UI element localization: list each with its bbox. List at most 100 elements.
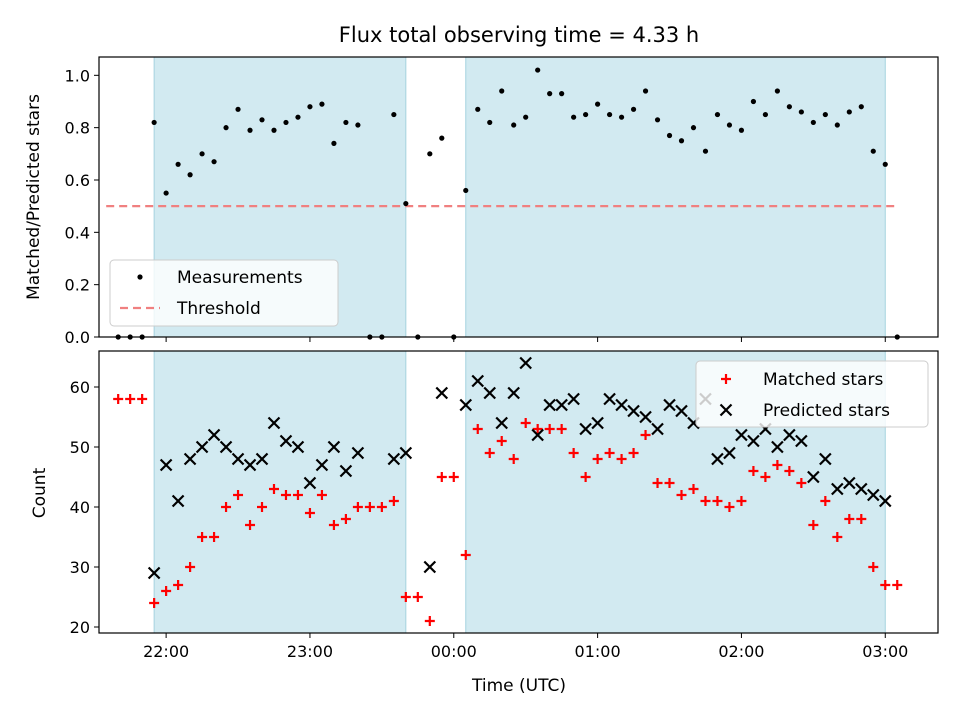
measurement-point	[487, 119, 493, 126]
measurement-point	[343, 119, 349, 126]
matched-stars-point	[856, 514, 867, 524]
predicted-stars-point	[459, 398, 473, 412]
predicted-stars-point	[855, 482, 868, 496]
measurement-point	[858, 104, 864, 110]
matched-stars-point	[736, 496, 747, 506]
measurement-point	[175, 161, 181, 167]
measurement-point	[678, 138, 685, 144]
y-tick-label: 0.6	[65, 171, 90, 190]
matched-stars-point	[628, 448, 639, 458]
predicted-stars-point	[471, 374, 485, 388]
matched-stars-point	[328, 520, 339, 530]
matched-stars-point	[137, 394, 148, 404]
legend-predicted-marker	[719, 403, 733, 417]
measurement-point	[786, 104, 792, 110]
predicted-stars-point	[603, 392, 616, 406]
predicted-stars-point	[795, 434, 808, 448]
y-tick-label: 60	[70, 378, 90, 397]
predicted-stars-point	[831, 482, 844, 496]
predicted-stars-point	[663, 398, 676, 412]
legend-box	[109, 259, 339, 327]
matched-stars-point	[257, 502, 268, 512]
measurement-point	[511, 122, 517, 128]
legend-entry: Matched stars	[763, 370, 883, 390]
predicted-stars-point	[579, 422, 592, 436]
predicted-stars-point	[615, 398, 628, 412]
predicted-stars-point	[315, 458, 329, 472]
measurement-point	[283, 119, 289, 126]
matched-stars-point	[868, 562, 879, 572]
x-tick-label: 03:00	[862, 642, 908, 661]
matched-stars-point	[233, 490, 244, 500]
measurement-point	[810, 119, 816, 126]
predicted-stars-point	[531, 428, 544, 442]
matched-stars-point	[125, 394, 136, 404]
measurement-point	[355, 122, 361, 128]
matched-stars-point	[652, 478, 663, 488]
matched-stars-point	[161, 586, 172, 596]
matched-stars-point	[173, 580, 184, 590]
measurement-point	[463, 187, 469, 194]
predicted-stars-point	[171, 494, 185, 508]
legend-matched-marker	[721, 374, 731, 384]
predicted-stars-point	[147, 566, 161, 580]
predicted-stars-point	[483, 386, 497, 400]
x-tick-label: 02:00	[718, 642, 764, 661]
measurement-point	[427, 151, 433, 157]
matched-stars-point	[556, 424, 567, 434]
measurement-point	[846, 109, 852, 115]
axes-frame	[98, 350, 939, 634]
predicted-stars-point	[243, 458, 257, 472]
legend-entry: Threshold	[176, 299, 261, 319]
matched-stars-point	[412, 592, 423, 602]
matched-stars-point	[209, 532, 220, 542]
matched-stars-point	[388, 496, 399, 506]
measurement-point	[606, 111, 613, 118]
predicted-stars-point	[279, 434, 293, 448]
measurement-point	[750, 98, 757, 105]
matched-stars-point	[664, 478, 675, 488]
matched-stars-point	[832, 532, 843, 542]
matched-stars-point	[820, 496, 831, 506]
matched-stars-point	[304, 508, 315, 518]
predicted-stars-point	[207, 428, 221, 442]
x-axis-label: Time (UTC)	[471, 676, 566, 696]
matched-stars-point	[568, 448, 579, 458]
matched-stars-point	[712, 496, 723, 506]
measurement-point	[547, 91, 553, 97]
matched-stars-point	[604, 448, 615, 458]
predicted-stars-point	[159, 458, 173, 472]
predicted-stars-point	[783, 428, 796, 442]
measurement-point	[259, 117, 265, 123]
measurement-point	[403, 200, 409, 207]
measurement-point	[630, 106, 637, 112]
y-tick-label: 0.8	[65, 119, 90, 138]
bottom-y-axis-label: Count	[30, 467, 50, 518]
x-tick-label: 01:00	[575, 642, 621, 661]
x-tick-label: 00:00	[431, 642, 477, 661]
chart-title: Flux total observing time = 4.33 h	[339, 23, 699, 47]
axes-frame	[98, 56, 939, 338]
measurement-point	[535, 67, 541, 73]
measurement-point	[762, 111, 769, 118]
shaded-span	[465, 57, 886, 337]
measurement-point	[199, 151, 205, 157]
matched-stars-point	[496, 436, 507, 446]
measurement-point	[295, 114, 301, 120]
predicted-stars-point	[735, 428, 748, 442]
predicted-stars-point	[555, 398, 568, 412]
matched-stars-point	[616, 454, 627, 464]
y-tick-label: 1.0	[65, 66, 90, 85]
matched-stars-point	[880, 580, 891, 590]
matched-stars-point	[376, 502, 387, 512]
matched-stars-point	[688, 484, 699, 494]
measurement-point	[822, 111, 828, 118]
predicted-stars-point	[675, 404, 688, 418]
x-tick-label: 23:00	[287, 642, 333, 661]
matched-stars-point	[280, 490, 291, 500]
matched-stars-point	[892, 580, 903, 590]
measurement-point	[642, 88, 649, 94]
x-tick-label: 22:00	[143, 642, 189, 661]
matched-stars-point	[640, 430, 651, 440]
predicted-stars-point	[519, 356, 532, 370]
